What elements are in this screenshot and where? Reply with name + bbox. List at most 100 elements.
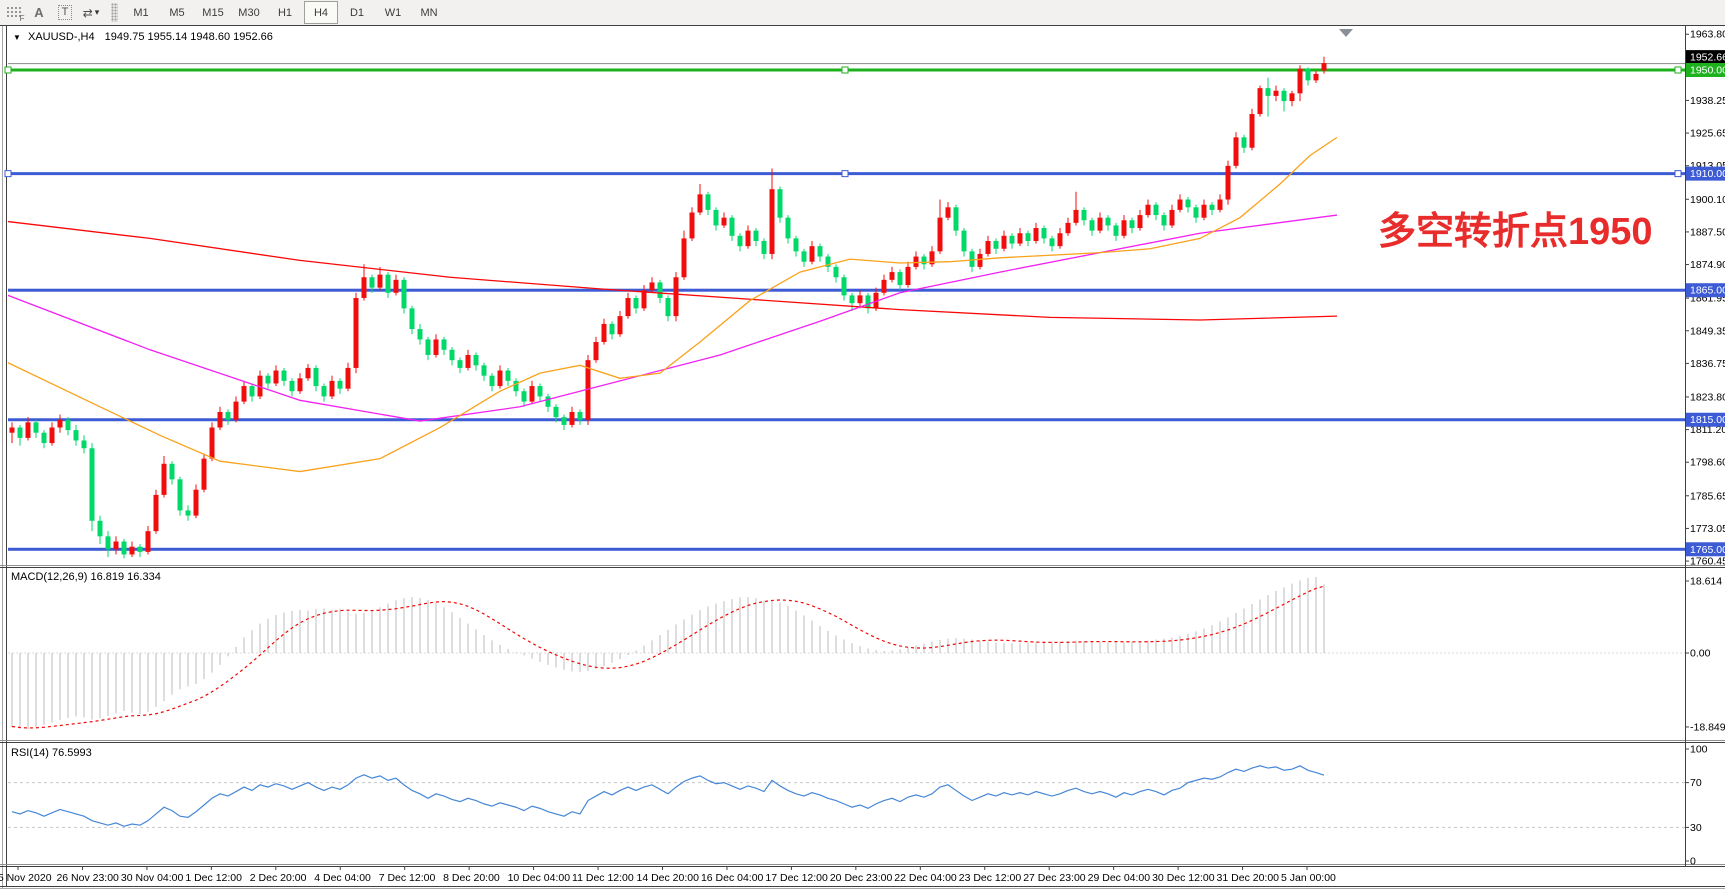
ma-slow-red xyxy=(7,220,1338,321)
date-label: 5 Jan 00:00 xyxy=(1281,872,1336,884)
dotted-grid-icon: F xyxy=(5,6,25,23)
toolbar-grip[interactable] xyxy=(111,3,118,22)
date-label: 7 Dec 12:00 xyxy=(379,872,436,884)
line-handle[interactable] xyxy=(1674,170,1682,178)
letter-t-icon: T xyxy=(57,5,73,20)
svg-text:100: 100 xyxy=(1690,744,1708,756)
arrows-icon: ⇄ xyxy=(82,5,93,20)
svg-text:1823.80: 1823.80 xyxy=(1690,391,1725,403)
date-label: 11 Dec 12:00 xyxy=(572,872,634,884)
collapse-icon[interactable]: ▼ xyxy=(13,33,21,42)
line-handle[interactable] xyxy=(1674,66,1682,74)
ma-mid-magenta xyxy=(7,214,1338,422)
timeframe-h4[interactable]: H4 xyxy=(304,1,338,24)
date-label: 30 Dec 12:00 xyxy=(1152,872,1215,884)
date-label: 30 Nov 04:00 xyxy=(121,872,184,884)
timeframe-d1[interactable]: D1 xyxy=(349,6,365,19)
line-handle[interactable] xyxy=(4,170,12,178)
svg-text:1765.00: 1765.00 xyxy=(1690,544,1725,556)
svg-text:1815.00: 1815.00 xyxy=(1690,414,1725,426)
svg-text:1963.80: 1963.80 xyxy=(1690,29,1725,41)
frame-left-outer xyxy=(2,25,3,889)
timeframe-m5[interactable]: M5 xyxy=(169,6,185,19)
line-handle[interactable] xyxy=(841,66,849,74)
timeframe-toolbar: M1 M5 M15 M30 H1 H4 D1 W1 MN xyxy=(123,1,447,24)
date-label: 8 Dec 20:00 xyxy=(443,872,500,884)
objects-button[interactable]: ⇄ ▾ xyxy=(79,1,103,24)
hline-1765.00[interactable] xyxy=(8,547,1685,551)
chart-shift-marker-icon[interactable] xyxy=(1339,29,1353,37)
indicator-grid-button[interactable]: F xyxy=(1,1,25,24)
svg-text:1773.05: 1773.05 xyxy=(1690,523,1725,535)
svg-text:1798.60: 1798.60 xyxy=(1690,457,1725,469)
timeframe-m30[interactable]: M30 xyxy=(238,6,260,19)
svg-text:1900.10: 1900.10 xyxy=(1690,194,1725,206)
timeframe-h1[interactable]: H1 xyxy=(277,6,293,19)
svg-text:1849.35: 1849.35 xyxy=(1690,325,1725,337)
frame-top xyxy=(0,25,1725,26)
date-label: 16 Dec 04:00 xyxy=(701,872,764,884)
hline-1910.00[interactable] xyxy=(4,170,1685,178)
date-label: 1 Dec 12:00 xyxy=(185,872,242,884)
text-a-button[interactable]: A xyxy=(27,1,51,24)
price-box-1765.00: 1765.00 xyxy=(1686,542,1725,557)
timeframe-mn[interactable]: MN xyxy=(420,6,438,19)
price-axis-border xyxy=(1685,25,1686,866)
svg-text:1874.90: 1874.90 xyxy=(1690,259,1725,271)
timeframe-m1[interactable]: M1 xyxy=(133,6,149,19)
price-axis: 1963.801938.251925.651913.051900.101887.… xyxy=(1685,29,1725,868)
svg-text:18.614: 18.614 xyxy=(1690,575,1722,587)
svg-text:1950.00: 1950.00 xyxy=(1690,65,1725,77)
svg-text:0: 0 xyxy=(1690,856,1696,868)
date-label: 25 Nov 2020 xyxy=(0,872,52,884)
date-label: 26 Nov 23:00 xyxy=(56,872,119,884)
price-box-1865.00: 1865.00 xyxy=(1686,283,1725,298)
text-label-button[interactable]: T xyxy=(53,1,77,24)
frame-bottom xyxy=(0,886,1725,887)
macd-signal-line xyxy=(11,585,1325,729)
svg-text:1760.45: 1760.45 xyxy=(1690,556,1725,568)
svg-text:1887.50: 1887.50 xyxy=(1690,226,1725,238)
svg-text:1910.00: 1910.00 xyxy=(1690,168,1725,180)
date-label: 17 Dec 12:00 xyxy=(765,872,828,884)
letter-a-icon: A xyxy=(34,5,44,20)
svg-text:1836.75: 1836.75 xyxy=(1690,358,1725,370)
bid-price-box: 1952.66 xyxy=(1686,50,1725,65)
line-handle[interactable] xyxy=(841,170,849,178)
bid-price-line xyxy=(8,63,1685,65)
macd-pane[interactable] xyxy=(8,577,1685,729)
svg-text:30: 30 xyxy=(1690,822,1702,834)
timeframe-m15[interactable]: M15 xyxy=(202,6,224,19)
chart-title: ▼ XAUUSD-,H4 1949.75 1955.14 1948.60 195… xyxy=(13,31,273,43)
ma-fast-orange xyxy=(7,136,1338,473)
timeframe-w1[interactable]: W1 xyxy=(384,6,402,19)
svg-text:1865.00: 1865.00 xyxy=(1690,285,1725,297)
svg-text:1785.65: 1785.65 xyxy=(1690,490,1725,502)
main-chart-pane[interactable] xyxy=(4,56,1685,559)
date-label: 14 Dec 20:00 xyxy=(637,872,700,884)
dropdown-caret-icon[interactable]: ▾ xyxy=(94,7,100,17)
svg-text:1938.25: 1938.25 xyxy=(1690,95,1725,107)
date-label: 20 Dec 23:00 xyxy=(830,872,893,884)
symbol-period-label: XAUUSD-,H4 xyxy=(27,31,95,43)
hline-1815.00[interactable] xyxy=(8,418,1685,422)
date-label: 27 Dec 23:00 xyxy=(1023,872,1086,884)
annotation-text-object[interactable]: 多空转折点1950 xyxy=(1378,211,1653,253)
price-box-1950.00: 1950.00 xyxy=(1686,63,1725,77)
date-label: 2 Dec 20:00 xyxy=(250,872,307,884)
rsi-line xyxy=(11,765,1325,827)
frame-left-inner xyxy=(6,25,7,887)
line-handle[interactable] xyxy=(4,66,12,74)
date-label: 22 Dec 04:00 xyxy=(894,872,957,884)
hline-1950.00[interactable] xyxy=(4,66,1685,74)
rsi-pane[interactable] xyxy=(8,765,1685,828)
candlesticks xyxy=(9,56,1327,559)
date-label: 29 Dec 04:00 xyxy=(1088,872,1151,884)
svg-text:0.00: 0.00 xyxy=(1690,648,1711,660)
price-box-1910.00: 1910.00 xyxy=(1686,166,1725,181)
svg-text:1952.66: 1952.66 xyxy=(1690,52,1725,64)
date-label: 10 Dec 04:00 xyxy=(508,872,571,884)
